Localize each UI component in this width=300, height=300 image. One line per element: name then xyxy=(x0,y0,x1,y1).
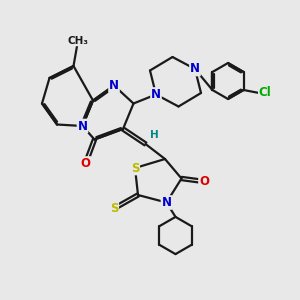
Text: N: N xyxy=(190,62,200,76)
Text: N: N xyxy=(109,79,119,92)
Text: N: N xyxy=(161,196,172,209)
Text: N: N xyxy=(151,88,161,101)
Text: S: S xyxy=(131,161,139,175)
Text: N: N xyxy=(77,119,88,133)
Text: S: S xyxy=(110,202,118,215)
Text: O: O xyxy=(199,175,209,188)
Text: Cl: Cl xyxy=(259,86,272,100)
Text: H: H xyxy=(150,130,159,140)
Text: O: O xyxy=(80,157,91,170)
Text: CH₃: CH₃ xyxy=(68,35,88,46)
